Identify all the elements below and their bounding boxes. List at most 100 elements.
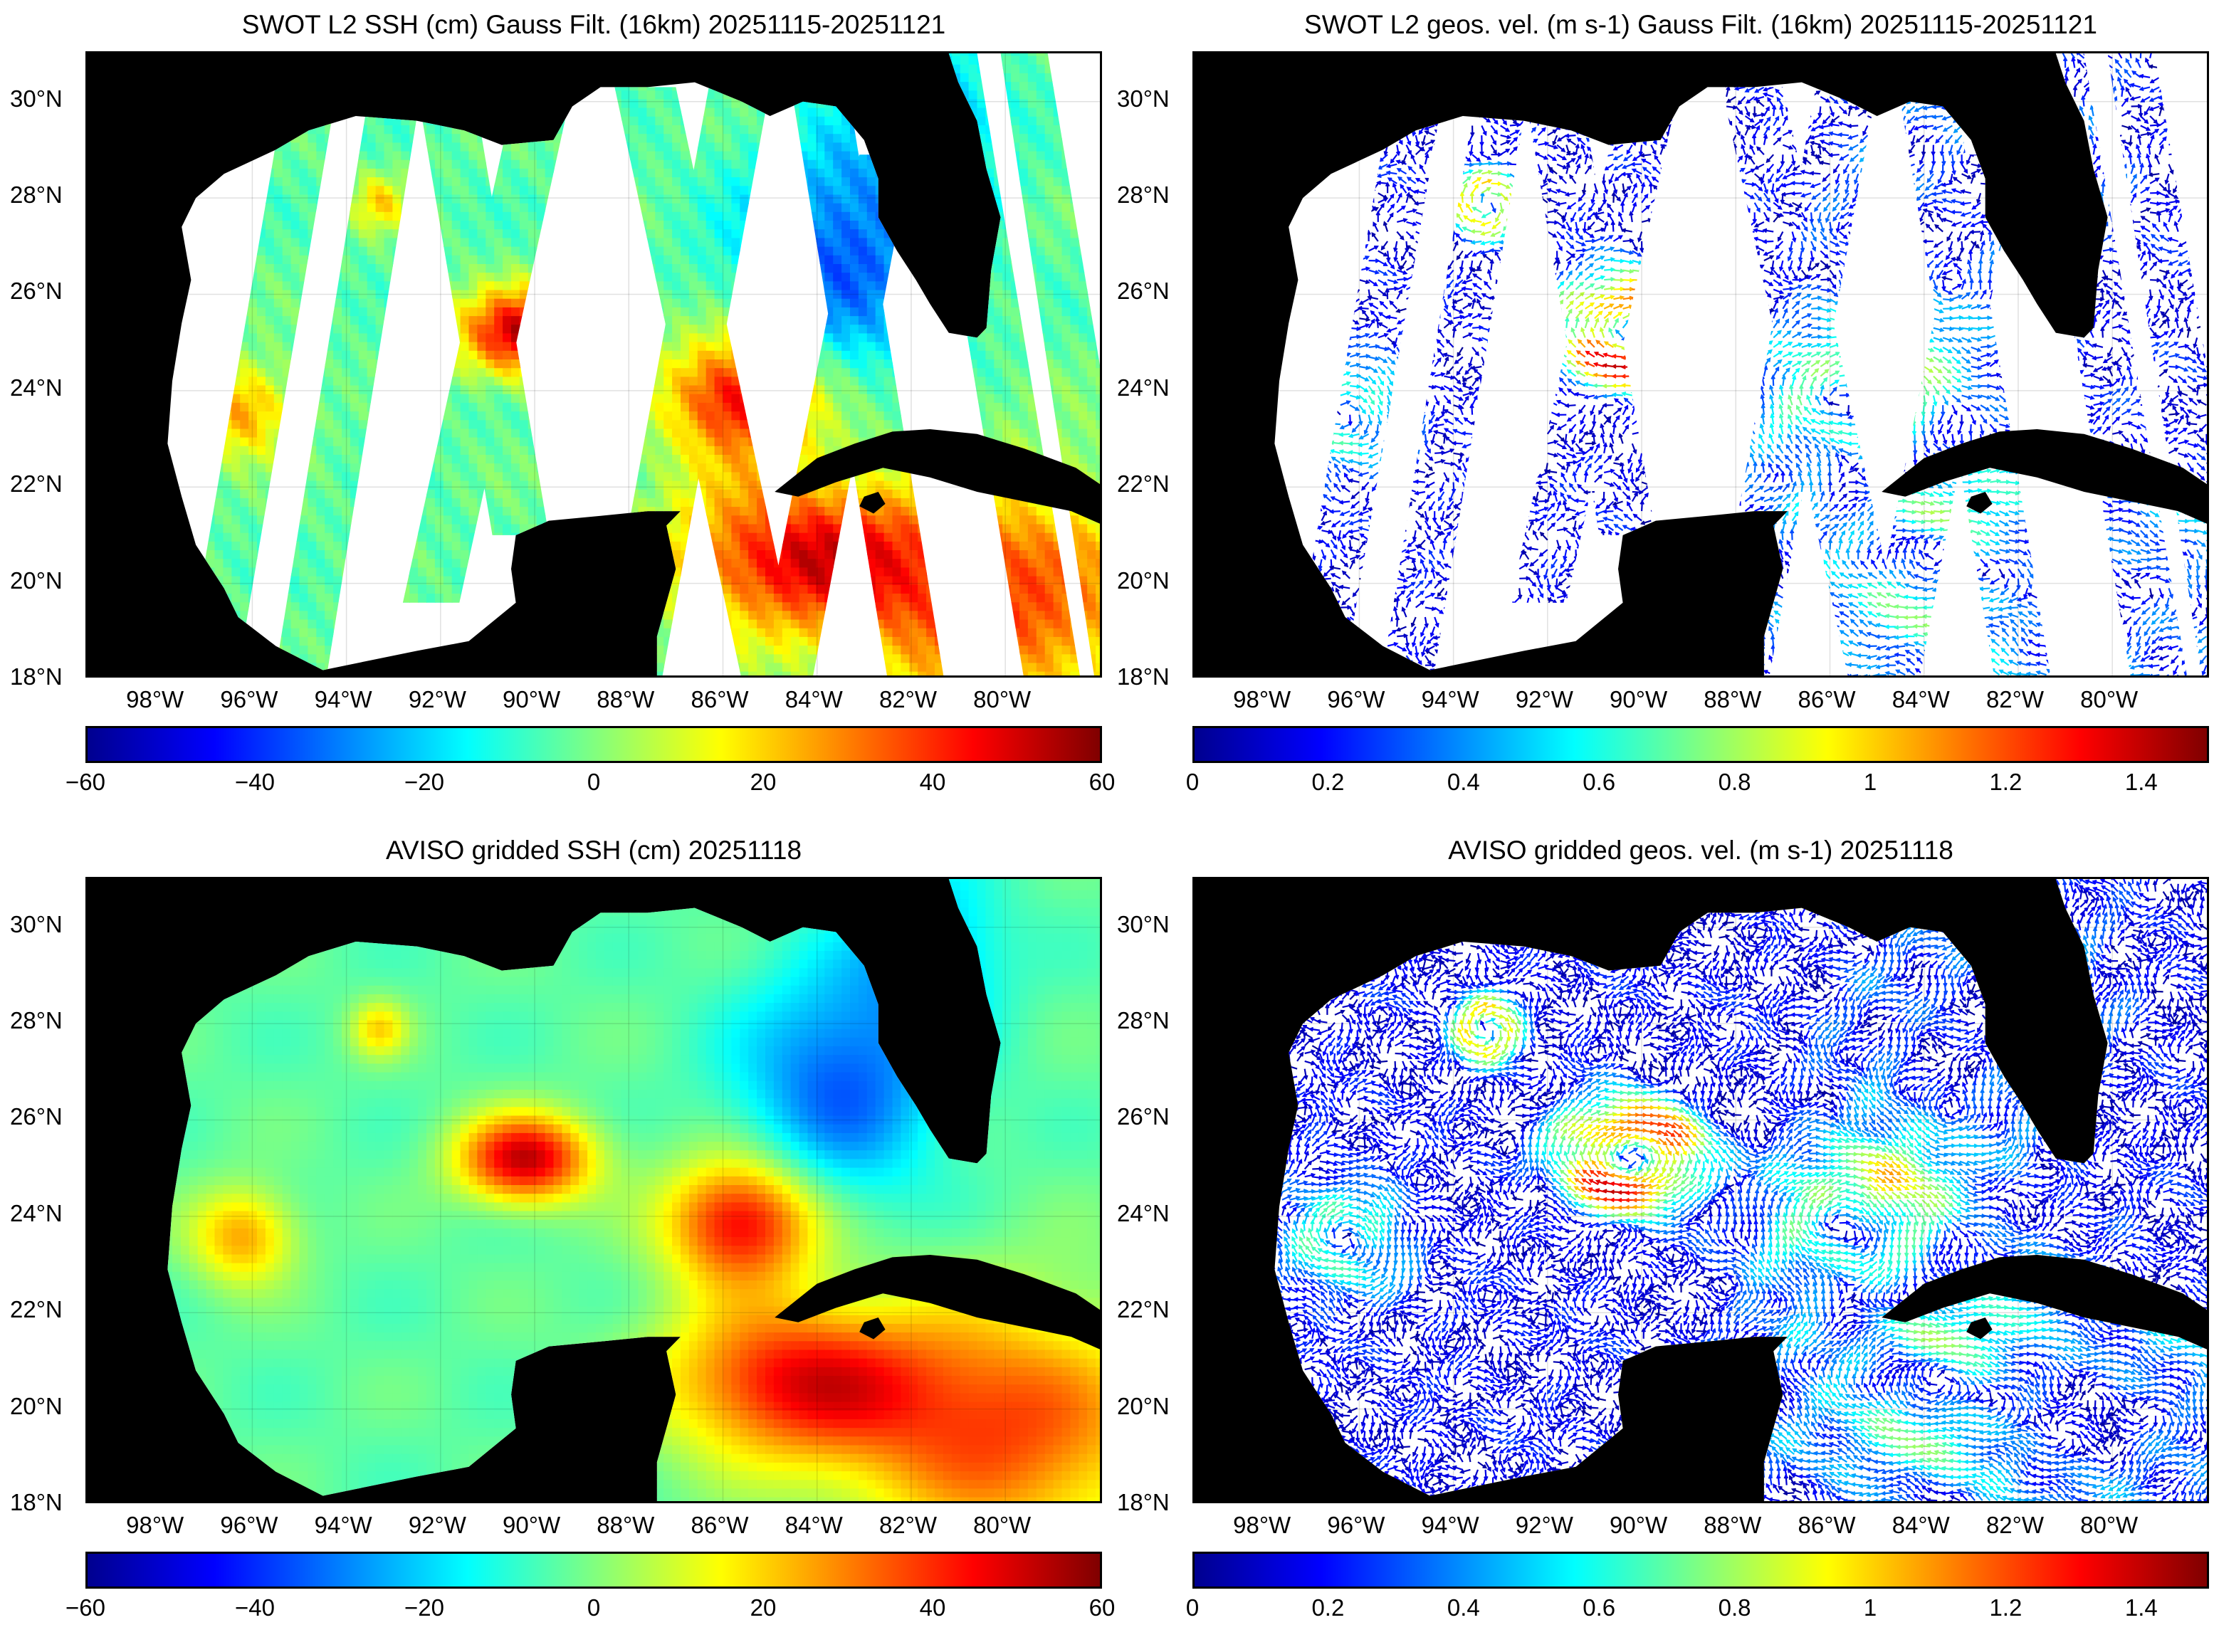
panel-aviso-vel: AVISO gridded geos. vel. (m s-1) 2025111… <box>1107 826 2214 1652</box>
lon-tick-label: 96°W <box>220 1512 278 1539</box>
colorbar <box>85 726 1102 763</box>
colorbar-tick-label: −20 <box>404 1594 444 1621</box>
lat-tick-label: 20°N <box>10 567 63 594</box>
cuba-land <box>775 429 1100 524</box>
colorbar-tick-label: 0 <box>1186 1594 1199 1621</box>
lon-tick-label: 86°W <box>691 1512 749 1539</box>
map-canvas <box>1195 53 2207 675</box>
lon-tick-label: 98°W <box>1233 1512 1291 1539</box>
colorbar-tick-label: 0.6 <box>1583 769 1615 796</box>
lat-tick-label: 20°N <box>1117 1393 1170 1420</box>
lat-tick-label: 24°N <box>10 374 63 401</box>
lon-tick-label: 92°W <box>409 686 466 713</box>
lon-tick-label: 88°W <box>1704 1512 1761 1539</box>
lat-tick-label: 24°N <box>10 1200 63 1227</box>
lon-tick-label: 90°W <box>503 686 560 713</box>
lon-tick-label: 84°W <box>785 686 843 713</box>
colorbar-tick-label: 40 <box>920 769 946 796</box>
isla-de-la-juventud-land <box>1966 1317 1993 1340</box>
lon-tick-label: 96°W <box>1327 686 1385 713</box>
lat-tick-label: 26°N <box>1117 278 1170 305</box>
cuba-land <box>1882 429 2207 524</box>
cuba-land <box>775 1255 1100 1350</box>
colorbar-tick-label: 60 <box>1089 769 1116 796</box>
lon-tick-label: 98°W <box>126 686 184 713</box>
lat-tick-label: 26°N <box>1117 1103 1170 1130</box>
lon-tick-label: 92°W <box>409 1512 466 1539</box>
lon-tick-label: 90°W <box>503 1512 560 1539</box>
colorbar-tick-label: 0.4 <box>1447 1594 1480 1621</box>
panel-swot-ssh: SWOT L2 SSH (cm) Gauss Filt. (16km) 2025… <box>0 0 1115 826</box>
colorbar <box>1192 1552 2209 1589</box>
lon-tick-label: 98°W <box>1233 686 1291 713</box>
panel-aviso-ssh: AVISO gridded SSH (cm) 20251118 98°W 96°W 9… <box>0 826 1115 1652</box>
lon-tick-label: 94°W <box>315 1512 372 1539</box>
lon-tick-label: 94°W <box>315 686 372 713</box>
panel-title: AVISO gridded geos. vel. (m s-1) 2025111… <box>1448 836 1953 866</box>
map-frame <box>1192 877 2209 1503</box>
lon-tick-label: 88°W <box>1704 686 1761 713</box>
lat-tick-label: 28°N <box>10 181 63 209</box>
colorbar-tick-label: 1.4 <box>2125 769 2158 796</box>
map-canvas <box>88 53 1100 675</box>
lon-tick-label: 98°W <box>126 1512 184 1539</box>
colorbar-tick-label: 20 <box>750 1594 777 1621</box>
lon-tick-label: 80°W <box>2080 686 2138 713</box>
lon-tick-label: 84°W <box>1892 686 1950 713</box>
colorbar-tick-label: 0.2 <box>1311 769 1344 796</box>
lon-tick-label: 82°W <box>879 1512 937 1539</box>
colorbar-tick-label: 20 <box>750 769 777 796</box>
colorbar-tick-label: 1 <box>1864 769 1877 796</box>
lon-tick-label: 90°W <box>1610 1512 1667 1539</box>
colorbar-tick-label: 0.8 <box>1719 1594 1751 1621</box>
colorbar-tick-label: −20 <box>404 769 444 796</box>
lon-tick-label: 84°W <box>1892 1512 1950 1539</box>
lon-tick-label: 96°W <box>220 686 278 713</box>
panel-title: SWOT L2 SSH (cm) Gauss Filt. (16km) 2025… <box>242 10 945 40</box>
colorbar-tick-label: 0.4 <box>1447 769 1480 796</box>
lon-tick-label: 80°W <box>2080 1512 2138 1539</box>
colorbar-tick-label: 1.4 <box>2125 1594 2158 1621</box>
colorbar-tick-label: −40 <box>235 769 275 796</box>
colorbar-tick-label: 0 <box>587 1594 600 1621</box>
lat-tick-label: 26°N <box>10 1103 63 1130</box>
lat-tick-label: 18°N <box>10 663 63 690</box>
lon-tick-label: 94°W <box>1422 686 1479 713</box>
colorbar-tick-label: 0.2 <box>1311 1594 1344 1621</box>
colorbar-tick-label: −60 <box>65 769 105 796</box>
lat-tick-label: 30°N <box>1117 911 1170 938</box>
lat-tick-label: 22°N <box>10 470 63 498</box>
lon-tick-label: 82°W <box>1986 686 2044 713</box>
colorbar-tick-label: −40 <box>235 1594 275 1621</box>
colorbar-tick-label: 0 <box>587 769 600 796</box>
lon-tick-label: 88°W <box>597 686 654 713</box>
lon-tick-label: 86°W <box>1798 686 1856 713</box>
lon-tick-label: 90°W <box>1610 686 1667 713</box>
lon-tick-label: 88°W <box>597 1512 654 1539</box>
panel-title: SWOT L2 geos. vel. (m s-1) Gauss Filt. (… <box>1304 10 2097 40</box>
lon-tick-label: 80°W <box>973 686 1031 713</box>
colorbar-tick-label: 1.2 <box>1989 769 2022 796</box>
lon-tick-label: 86°W <box>691 686 749 713</box>
isla-de-la-juventud-land <box>859 492 886 514</box>
colorbar-tick-label: 60 <box>1089 1594 1116 1621</box>
panel-swot-vel: SWOT L2 geos. vel. (m s-1) Gauss Filt. (… <box>1107 0 2214 826</box>
colorbar-tick-label: −60 <box>65 1594 105 1621</box>
map-canvas <box>1195 879 2207 1501</box>
cuba-land <box>1882 1255 2207 1350</box>
lat-tick-label: 18°N <box>1117 663 1170 690</box>
lon-tick-label: 96°W <box>1327 1512 1385 1539</box>
lon-tick-label: 82°W <box>879 686 937 713</box>
lon-tick-label: 80°W <box>973 1512 1031 1539</box>
lat-tick-label: 24°N <box>1117 374 1170 401</box>
map-frame <box>85 51 1102 678</box>
lat-tick-label: 30°N <box>10 85 63 112</box>
colorbar-tick-label: 0.6 <box>1583 1594 1615 1621</box>
lat-tick-label: 28°N <box>10 1007 63 1034</box>
lat-tick-label: 22°N <box>10 1296 63 1323</box>
lat-tick-label: 26°N <box>10 278 63 305</box>
lon-tick-label: 94°W <box>1422 1512 1479 1539</box>
colorbar-tick-label: 1 <box>1864 1594 1877 1621</box>
lon-tick-label: 92°W <box>1516 1512 1573 1539</box>
lon-tick-label: 82°W <box>1986 1512 2044 1539</box>
